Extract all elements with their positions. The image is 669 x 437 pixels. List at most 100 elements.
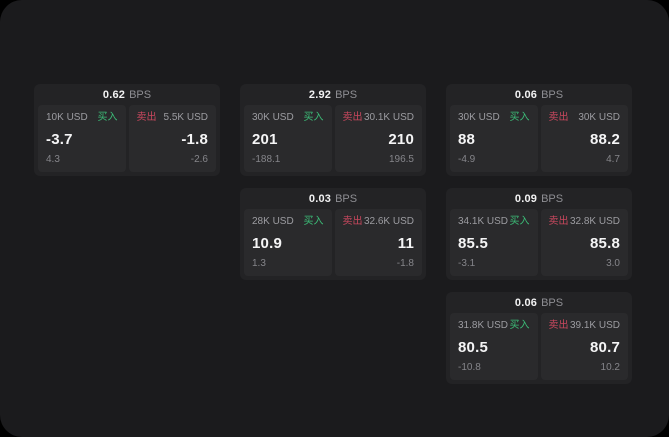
sell-price: 11 <box>397 234 414 252</box>
sell-panel-top: 卖出 30.1K USD <box>343 112 415 124</box>
quote-card: 0.03 BPS 28K USD 买入 10.9 1.3 卖出 32.6K US… <box>240 188 426 280</box>
sell-tag: 卖出 <box>342 216 363 227</box>
buy-size-label: 30K USD <box>252 112 294 123</box>
sell-size-label: 32.6K USD <box>363 216 414 227</box>
buy-panel[interactable]: 30K USD 买入 88 -4.9 <box>450 105 538 172</box>
buy-delta: -188.1 <box>252 154 281 165</box>
bps-unit: BPS <box>335 88 358 101</box>
sell-price: 80.7 <box>590 338 620 356</box>
buy-panel[interactable]: 10K USD 买入 -3.7 4.3 <box>38 105 126 172</box>
card-header: 2.92 BPS <box>240 84 426 105</box>
bps-value: 2.92 <box>308 88 332 101</box>
sell-price: -1.8 <box>181 130 208 148</box>
sell-tag: 卖出 <box>548 216 569 227</box>
buy-size-label: 10K USD <box>46 112 88 123</box>
card-header: 0.06 BPS <box>446 84 632 105</box>
card-body: 34.1K USD 买入 85.5 -3.1 卖出 32.8K USD 85.8… <box>446 209 632 280</box>
sell-panel[interactable]: 卖出 32.6K USD 11 -1.8 <box>334 209 422 276</box>
card-body: 28K USD 买入 10.9 1.3 卖出 32.6K USD 11 -1.8 <box>240 209 426 280</box>
buy-panel-top: 28K USD 买入 <box>252 216 324 228</box>
quote-card: 0.62 BPS 10K USD 买入 -3.7 4.3 卖出 5.5K USD… <box>34 84 220 176</box>
bps-value: 0.62 <box>102 88 126 101</box>
buy-price: 85.5 <box>458 234 488 252</box>
sell-panel[interactable]: 卖出 32.8K USD 85.8 3.0 <box>540 209 628 276</box>
sell-delta: -2.6 <box>190 154 208 165</box>
buy-size-label: 34.1K USD <box>458 216 509 227</box>
buy-delta: 4.3 <box>46 154 60 165</box>
card-header: 0.03 BPS <box>240 188 426 209</box>
sell-panel-top: 卖出 32.6K USD <box>343 216 415 228</box>
sell-price: 210 <box>388 130 414 148</box>
quote-card: 0.06 BPS 30K USD 买入 88 -4.9 卖出 30K USD 8… <box>446 84 632 176</box>
buy-tag: 买入 <box>97 112 118 123</box>
cards-grid: 0.62 BPS 10K USD 买入 -3.7 4.3 卖出 5.5K USD… <box>34 84 632 384</box>
sell-size-label: 30.1K USD <box>363 112 414 123</box>
bps-unit: BPS <box>129 88 152 101</box>
card-header: 0.06 BPS <box>446 292 632 313</box>
buy-price: 88 <box>458 130 476 148</box>
sell-delta: 10.2 <box>600 362 620 373</box>
sell-size-label: 30K USD <box>578 112 620 123</box>
sell-panel[interactable]: 卖出 30K USD 88.2 4.7 <box>540 105 628 172</box>
buy-price: 10.9 <box>252 234 282 252</box>
sell-tag: 卖出 <box>342 112 363 123</box>
card-body: 10K USD 买入 -3.7 4.3 卖出 5.5K USD -1.8 -2.… <box>34 105 220 176</box>
buy-panel[interactable]: 30K USD 买入 201 -188.1 <box>244 105 332 172</box>
sell-panel[interactable]: 卖出 30.1K USD 210 196.5 <box>334 105 422 172</box>
sell-price: 88.2 <box>590 130 620 148</box>
buy-tag: 买入 <box>303 112 324 123</box>
sell-tag: 卖出 <box>548 112 569 123</box>
quote-card: 2.92 BPS 30K USD 买入 201 -188.1 卖出 30.1K … <box>240 84 426 176</box>
sell-panel-top: 卖出 32.8K USD <box>549 216 621 228</box>
sell-size-label: 32.8K USD <box>569 216 620 227</box>
sell-panel-top: 卖出 5.5K USD <box>137 112 209 124</box>
sell-panel[interactable]: 卖出 5.5K USD -1.8 -2.6 <box>128 105 216 172</box>
buy-panel-top: 30K USD 买入 <box>458 112 530 124</box>
quote-card: 0.06 BPS 31.8K USD 买入 80.5 -10.8 卖出 39.1… <box>446 292 632 384</box>
sell-delta: -1.8 <box>396 258 414 269</box>
sell-panel-top: 卖出 39.1K USD <box>549 320 621 332</box>
bps-unit: BPS <box>541 296 564 309</box>
sell-size-label: 5.5K USD <box>163 112 208 123</box>
buy-panel-top: 10K USD 买入 <box>46 112 118 124</box>
sell-delta: 3.0 <box>606 258 620 269</box>
buy-price: 80.5 <box>458 338 488 356</box>
buy-panel-top: 34.1K USD 买入 <box>458 216 530 228</box>
buy-delta: 1.3 <box>252 258 266 269</box>
bps-value: 0.09 <box>514 192 538 205</box>
buy-panel[interactable]: 28K USD 买入 10.9 1.3 <box>244 209 332 276</box>
buy-tag: 买入 <box>509 320 530 331</box>
buy-tag: 买入 <box>509 216 530 227</box>
buy-delta: -10.8 <box>458 362 481 373</box>
sell-size-label: 39.1K USD <box>569 320 620 331</box>
card-header: 0.62 BPS <box>34 84 220 105</box>
buy-size-label: 31.8K USD <box>458 320 509 331</box>
buy-size-label: 30K USD <box>458 112 500 123</box>
buy-size-label: 28K USD <box>252 216 294 227</box>
bps-value: 0.06 <box>514 88 538 101</box>
sell-price: 85.8 <box>590 234 620 252</box>
card-header: 0.09 BPS <box>446 188 632 209</box>
buy-price: -3.7 <box>46 130 73 148</box>
card-body: 30K USD 买入 201 -188.1 卖出 30.1K USD 210 1… <box>240 105 426 176</box>
buy-panel[interactable]: 34.1K USD 买入 85.5 -3.1 <box>450 209 538 276</box>
buy-panel[interactable]: 31.8K USD 买入 80.5 -10.8 <box>450 313 538 380</box>
sell-panel[interactable]: 卖出 39.1K USD 80.7 10.2 <box>540 313 628 380</box>
card-body: 30K USD 买入 88 -4.9 卖出 30K USD 88.2 4.7 <box>446 105 632 176</box>
card-body: 31.8K USD 买入 80.5 -10.8 卖出 39.1K USD 80.… <box>446 313 632 384</box>
quote-card: 0.09 BPS 34.1K USD 买入 85.5 -3.1 卖出 32.8K… <box>446 188 632 280</box>
sell-tag: 卖出 <box>548 320 569 331</box>
sell-panel-top: 卖出 30K USD <box>549 112 621 124</box>
buy-panel-top: 30K USD 买入 <box>252 112 324 124</box>
bps-unit: BPS <box>335 192 358 205</box>
bps-unit: BPS <box>541 192 564 205</box>
sell-delta: 4.7 <box>606 154 620 165</box>
buy-delta: -4.9 <box>458 154 476 165</box>
bps-value: 0.06 <box>514 296 538 309</box>
buy-delta: -3.1 <box>458 258 476 269</box>
bps-value: 0.03 <box>308 192 332 205</box>
buy-price: 201 <box>252 130 278 148</box>
buy-tag: 买入 <box>509 112 530 123</box>
bps-unit: BPS <box>541 88 564 101</box>
